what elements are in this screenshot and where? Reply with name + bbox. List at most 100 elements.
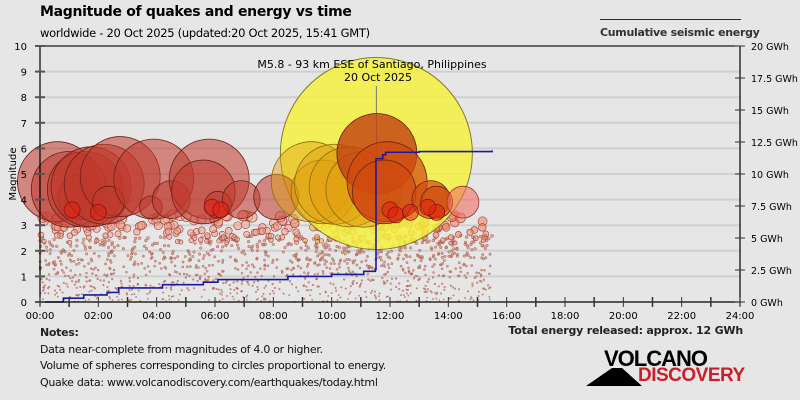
medium-quake-point <box>106 231 114 239</box>
small-quake-point <box>469 256 473 260</box>
small-quake-point <box>170 285 173 288</box>
small-quake-point <box>96 277 99 280</box>
small-quake-point <box>323 246 327 250</box>
small-quake-point <box>321 255 325 259</box>
small-quake-point <box>144 273 148 277</box>
small-quake-point <box>211 263 214 267</box>
small-quake-point <box>481 253 485 257</box>
small-quake-point <box>370 266 374 270</box>
small-quake-point <box>44 259 48 262</box>
small-quake-point <box>358 285 361 288</box>
small-quake-point <box>149 284 152 287</box>
small-quake-point <box>144 238 148 243</box>
small-quake-point <box>110 272 113 276</box>
small-quake-point <box>187 259 191 263</box>
small-quake-point <box>108 295 111 298</box>
medium-quake-point <box>318 238 324 244</box>
small-quake-point <box>87 262 90 265</box>
small-quake-point <box>110 249 114 253</box>
small-quake-point <box>93 286 96 289</box>
small-quake-point <box>172 295 175 298</box>
quake-sphere <box>89 204 107 221</box>
small-quake-point <box>61 291 64 294</box>
small-quake-point <box>406 292 408 295</box>
small-quake-point <box>426 296 429 299</box>
small-quake-point <box>263 267 266 271</box>
small-quake-point <box>47 287 50 290</box>
small-quake-point <box>220 293 223 296</box>
small-quake-point <box>231 295 234 298</box>
small-quake-point <box>145 247 149 251</box>
y2-tick-label: 7.5 GWh <box>751 202 792 213</box>
small-quake-point <box>73 273 77 277</box>
small-quake-point <box>452 286 455 289</box>
small-quake-point <box>128 284 131 287</box>
small-quake-point <box>440 251 444 255</box>
small-quake-point <box>133 236 138 241</box>
small-quake-point <box>47 263 51 267</box>
small-quake-point <box>48 285 51 288</box>
small-quake-point <box>73 283 76 286</box>
small-quake-point <box>464 253 468 257</box>
small-quake-point <box>256 288 259 291</box>
small-quake-point <box>189 265 192 268</box>
small-quake-point <box>385 252 389 256</box>
small-quake-point <box>158 261 162 265</box>
small-quake-point <box>56 295 59 298</box>
small-quake-point <box>43 286 46 289</box>
small-quake-point <box>173 264 177 268</box>
small-quake-point <box>305 258 309 261</box>
small-quake-point <box>354 297 357 300</box>
small-quake-point <box>390 262 394 266</box>
small-quake-point <box>96 268 100 272</box>
small-quake-point <box>358 294 360 297</box>
small-quake-point <box>112 254 116 258</box>
small-quake-point <box>383 265 386 268</box>
medium-quake-point <box>258 227 267 235</box>
medium-quake-point <box>314 234 321 241</box>
small-quake-point <box>171 249 175 253</box>
small-quake-point <box>417 266 420 269</box>
small-quake-point <box>485 243 489 248</box>
small-quake-point <box>128 276 131 280</box>
small-quake-point <box>271 242 275 246</box>
small-quake-point <box>325 266 329 269</box>
small-quake-point <box>220 288 223 291</box>
small-quake-point <box>483 287 486 290</box>
small-quake-point <box>313 273 316 276</box>
small-quake-point <box>226 295 228 297</box>
small-quake-point <box>176 280 179 283</box>
volcanodiscovery-logo[interactable]: VOLCANO DISCOVERY <box>586 348 766 390</box>
small-quake-point <box>181 260 185 264</box>
small-quake-point <box>103 273 106 276</box>
small-quake-point <box>77 261 81 265</box>
small-quake-point <box>434 292 437 295</box>
small-quake-point <box>126 254 130 258</box>
y2-tick-label: 20 GWh <box>751 42 789 53</box>
small-quake-point <box>325 260 328 264</box>
small-quake-point <box>282 292 285 295</box>
small-quake-point <box>235 259 238 263</box>
small-quake-point <box>406 279 409 282</box>
small-quake-point <box>144 284 147 287</box>
small-quake-point <box>340 251 344 255</box>
small-quake-point <box>245 296 248 298</box>
small-quake-point <box>386 263 390 266</box>
small-quake-point <box>255 290 257 293</box>
small-quake-point <box>418 277 422 280</box>
small-quake-point <box>164 279 167 282</box>
small-quake-point <box>408 255 412 259</box>
small-quake-point <box>132 263 136 266</box>
small-quake-point <box>228 284 231 287</box>
small-quake-point <box>462 262 466 266</box>
small-quake-point <box>121 285 124 288</box>
small-quake-point <box>60 262 63 266</box>
small-quake-point <box>288 280 292 283</box>
small-quake-point <box>304 244 308 248</box>
small-quake-point <box>111 299 114 302</box>
medium-quake-point <box>448 240 454 246</box>
small-quake-point <box>146 236 150 240</box>
y2-tick-label: 0 GWh <box>751 298 783 309</box>
small-quake-point <box>454 267 457 270</box>
